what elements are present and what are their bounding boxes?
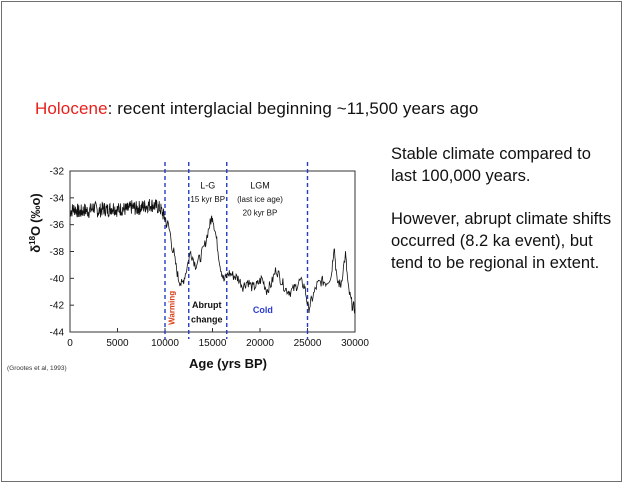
x-tick-label: 0	[67, 338, 73, 349]
heading-highlight: Holocene	[35, 99, 108, 118]
bullet-list: Stable climate compared to last 100,000 …	[391, 143, 616, 295]
y-axis-label-o: O	[28, 226, 43, 236]
citation: (Grootes et al, 1993)	[7, 365, 67, 372]
heading-rest: : recent interglacial beginning ~11,500 …	[107, 99, 479, 118]
y-tick-label: -36	[50, 220, 65, 231]
bullet-text-1: Stable climate compared to last 100,000 …	[391, 145, 591, 185]
plot-area-frame	[69, 170, 356, 333]
annotation-label: LGM	[250, 180, 270, 190]
y-tick-label: -40	[50, 274, 65, 285]
x-tick-label: 25000	[294, 338, 322, 349]
y-tick-label: -38	[50, 247, 65, 258]
bullet-text-2: However, abrupt climate shifts occurred …	[391, 210, 612, 272]
annotation-label: 15 kyr BP	[190, 195, 225, 204]
series-line	[69, 198, 356, 314]
y-axis-label-unit: (‰o)	[28, 193, 43, 223]
x-tick-label: 10000	[151, 338, 179, 349]
annotation-label: (last ice age)	[237, 195, 283, 204]
x-tick-label: 30000	[341, 338, 369, 349]
abrupt-change-label: change	[191, 315, 223, 325]
x-tick-label: 5000	[106, 338, 129, 349]
y-tick-label: -42	[50, 301, 65, 312]
y-tick-label: -34	[50, 193, 65, 204]
x-axis-label: Age (yrs BP)	[189, 356, 267, 371]
x-tick-label: 15000	[199, 338, 227, 349]
x-tick-label: 20000	[246, 338, 274, 349]
y-axis-label: δ18O (‰o)	[28, 193, 43, 253]
cold-label: Cold	[253, 305, 273, 315]
annotation-label: L-G	[200, 180, 215, 190]
svg-text:δ18O(‰o): δ18O (‰o)	[28, 193, 43, 253]
chart: δ18O (‰o) -32 -34 -36 -38 -40 -42 -440 5000 10000…	[7, 162, 369, 372]
slide-heading: Holocene: recent interglacial beginning …	[35, 99, 478, 119]
y-axis-label-sup: 18	[28, 235, 37, 244]
y-tick-label: -32	[50, 167, 65, 178]
annotation-label: 20 kyr BP	[243, 208, 278, 217]
y-tick-label: -44	[50, 328, 65, 339]
y-axis-label-delta: δ	[28, 245, 43, 253]
abrupt-change-label: Abrupt	[192, 300, 222, 310]
warming-label: Warming	[168, 291, 177, 325]
